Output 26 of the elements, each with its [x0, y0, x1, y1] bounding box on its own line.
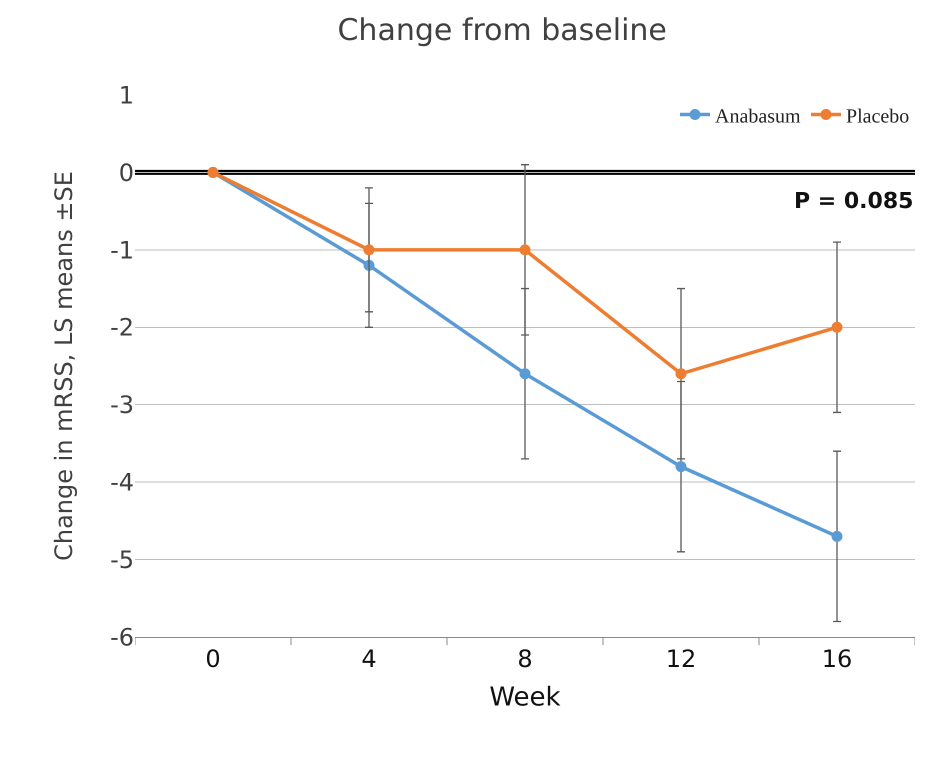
- point: [520, 368, 530, 380]
- legend-label: Placebo: [846, 105, 910, 128]
- y-tick-label: -3: [110, 391, 134, 420]
- legend-label: Anabasum: [715, 105, 801, 128]
- y-tick-label: -6: [110, 623, 134, 652]
- x-tick-label: 0: [205, 644, 221, 673]
- y-tick-label: 1: [118, 81, 134, 110]
- annotation: P = 0.085: [794, 189, 914, 214]
- y-tick-label: -1: [110, 236, 134, 264]
- y-tick-label: -5: [110, 546, 134, 574]
- x-tick-label: 8: [517, 644, 533, 673]
- point: [832, 530, 842, 542]
- point: [676, 368, 686, 380]
- y-tick-label: -2: [110, 314, 134, 342]
- chart-title: Change from baseline: [337, 12, 667, 48]
- x-axis-title: Week: [489, 682, 561, 712]
- point: [364, 244, 374, 256]
- y-axis-title: Change in mRSS, LS means ±SE: [50, 171, 78, 561]
- point: [676, 461, 686, 472]
- x-tick-label: 4: [361, 644, 377, 673]
- point: [520, 244, 530, 256]
- y-tick-label: 0: [118, 158, 134, 187]
- point: [832, 322, 842, 333]
- y-tick-label: -4: [110, 468, 134, 497]
- x-tick-label: 16: [822, 644, 852, 673]
- x-tick-label: 12: [666, 644, 696, 673]
